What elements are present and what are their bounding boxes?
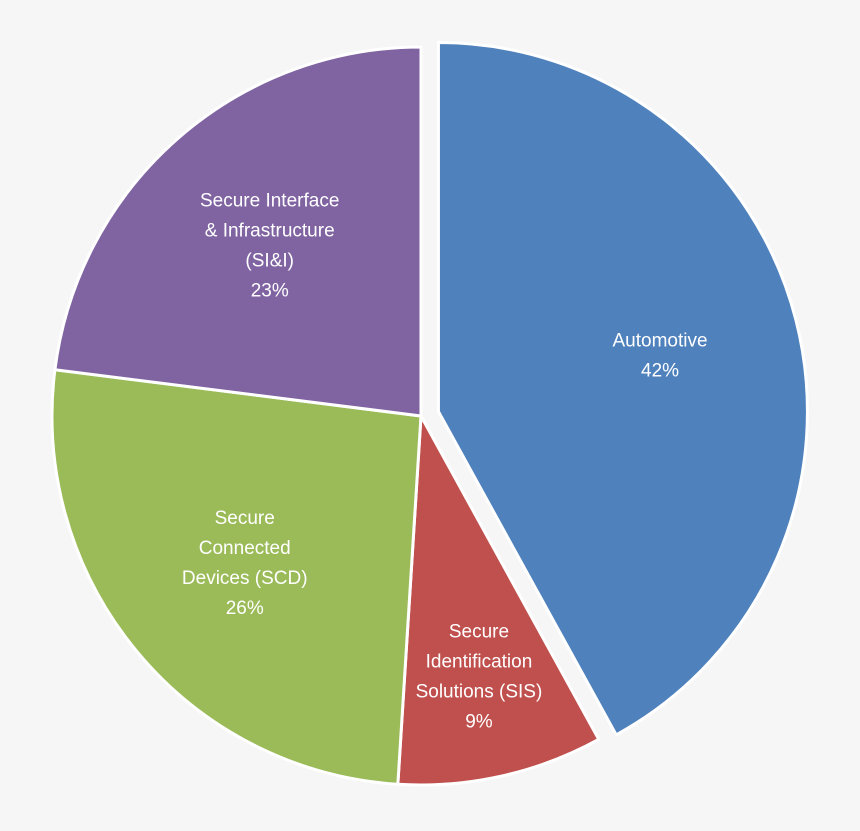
pie-slice <box>396 410 601 787</box>
slice-label: Secure Identification Solutions (SIS) 9% <box>416 621 543 732</box>
slice-label-line: 9% <box>465 711 493 732</box>
slice-label-line: Secure <box>449 621 509 642</box>
slice-label-line: Devices (SCD) <box>182 568 308 589</box>
pie-slice <box>50 368 423 786</box>
slice-label-line: 26% <box>226 598 264 619</box>
slice-label-line: & Infrastructure <box>205 220 335 241</box>
slice-label-line: 42% <box>641 361 679 382</box>
pie-slice <box>436 41 809 737</box>
slice-label-line: Automotive <box>613 331 708 352</box>
slice-label: Automotive 42% <box>613 331 708 382</box>
slice-label-line: 23% <box>251 280 289 301</box>
slice-label-line: Secure <box>215 508 275 529</box>
slice-label-line: Secure Interface <box>200 190 339 211</box>
slice-label-line: Connected <box>199 538 291 559</box>
slice-label-line: Identification <box>426 651 533 672</box>
slice-label-line: Solutions (SIS) <box>416 681 543 702</box>
slice-label: Secure Interface & Infrastructure (SI&I) 23… <box>200 190 339 301</box>
pie-slice <box>53 45 423 418</box>
slice-label-line: (SI&I) <box>245 250 294 271</box>
slice-label: Secure Connected Devices (SCD) 26% <box>182 508 308 619</box>
